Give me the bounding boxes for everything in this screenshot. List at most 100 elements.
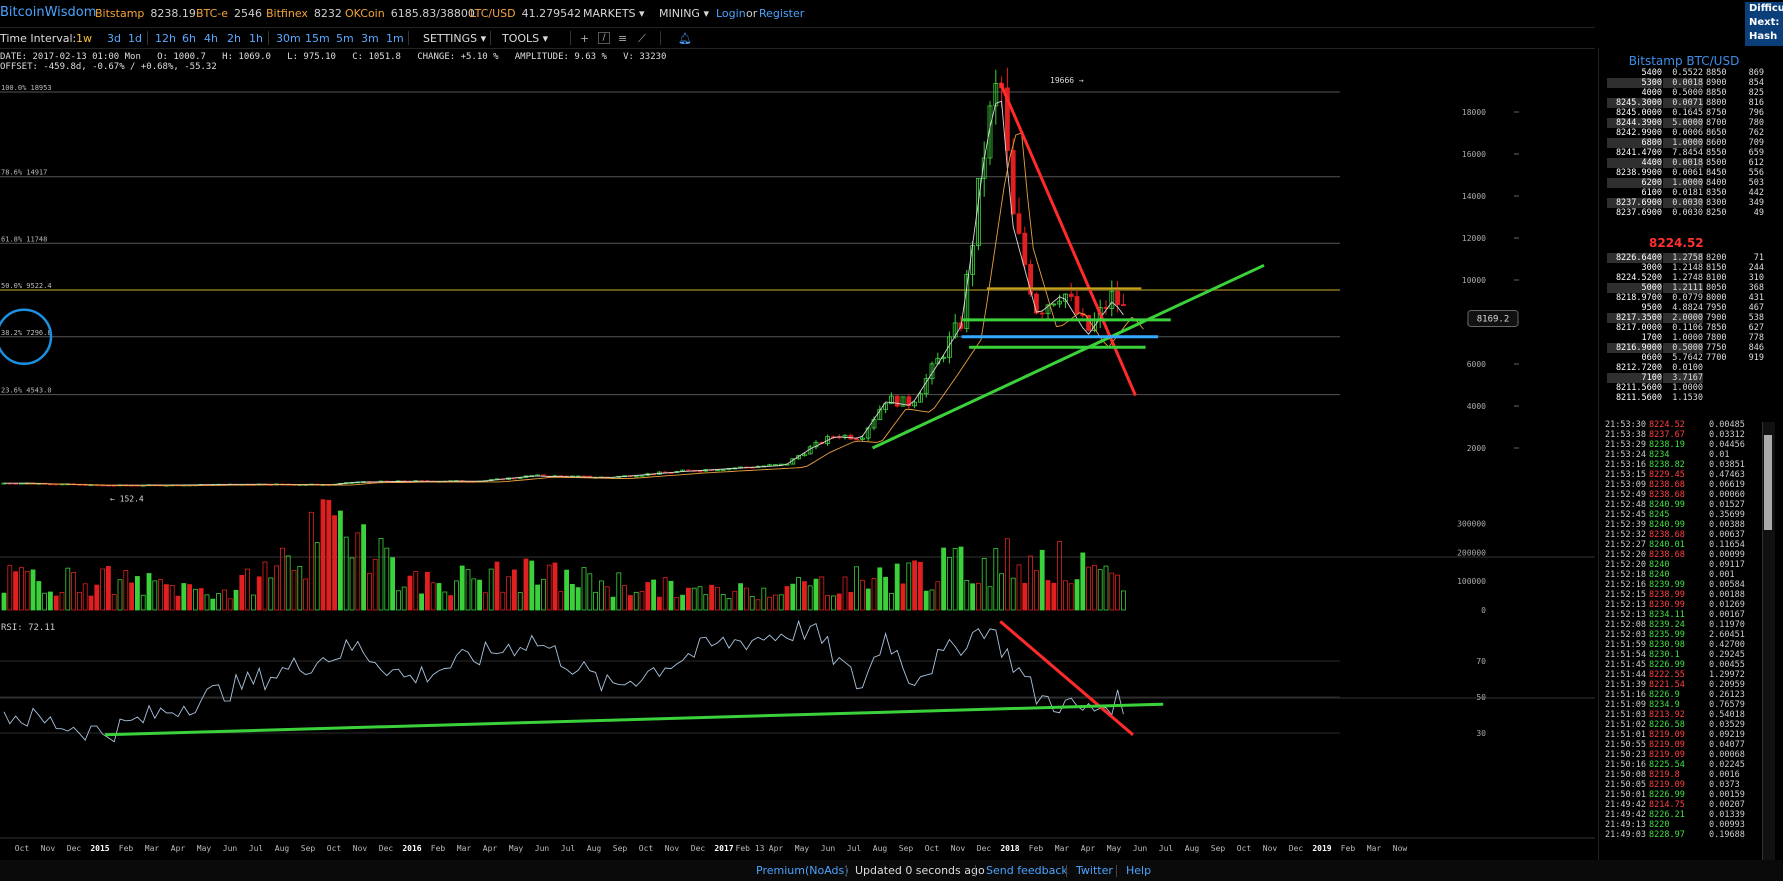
orderbook-amount: 0.1106 bbox=[1672, 323, 1703, 333]
trade-row: 21:53:15 8229.45 0.47463 bbox=[1599, 470, 1759, 480]
x-axis-label: Sep bbox=[899, 844, 914, 853]
trade-row: 21:52:32 8238.68 0.00637 bbox=[1599, 530, 1759, 540]
trade-price: 8239.24 bbox=[1649, 620, 1685, 630]
orderbook-price: 5400 bbox=[1641, 68, 1662, 78]
trade-amount: 0.00207 bbox=[1709, 800, 1745, 810]
trade-time: 21:52:39 bbox=[1605, 520, 1646, 530]
volume-bar bbox=[36, 581, 42, 611]
volume-bar bbox=[210, 598, 216, 611]
depth-volume: 71 bbox=[1753, 253, 1764, 263]
twitter-link[interactable]: Twitter bbox=[1076, 864, 1113, 877]
interval-3d[interactable]: 3d bbox=[107, 32, 121, 45]
alert-bell-icon[interactable]: 🔔︎ bbox=[678, 32, 692, 45]
orderbook-amount: 1.0000 bbox=[1672, 383, 1703, 393]
premium-link[interactable]: Premium(NoAds) bbox=[756, 864, 849, 877]
difficulty-widget[interactable]: Difficu Next: Hash R bbox=[1745, 2, 1783, 46]
volume-bar bbox=[848, 591, 854, 611]
ticker-ltcusd[interactable]: LTC/USD 41.279542 bbox=[470, 7, 582, 20]
volume-bar bbox=[813, 578, 819, 611]
trade-price: 8245 bbox=[1649, 510, 1670, 520]
settings-menu[interactable]: SETTINGS ▾ bbox=[423, 32, 487, 45]
depth-volume: 467 bbox=[1748, 303, 1764, 313]
volume-bar bbox=[1057, 540, 1062, 611]
x-axis-label: Jun bbox=[223, 844, 238, 853]
volume-bar bbox=[570, 583, 575, 611]
x-axis-label: Jun bbox=[535, 844, 550, 853]
trade-row: 21:52:48 8240.99 0.01527 bbox=[1599, 500, 1759, 510]
interval-4h[interactable]: 4h bbox=[204, 32, 218, 45]
depth-price: 8650 bbox=[1706, 128, 1727, 138]
trade-amount: 0.47463 bbox=[1709, 470, 1745, 480]
orderbook-row: 8218.9700 0.0779 8000 431 bbox=[1599, 293, 1769, 303]
volume-bar bbox=[575, 587, 581, 611]
tools-menu[interactable]: TOOLS ▾ bbox=[502, 32, 549, 45]
trade-price: 8226.99 bbox=[1649, 790, 1685, 800]
line-tool-icon[interactable]: / bbox=[598, 32, 610, 44]
trade-row: 21:50:05 8219.09 0.0373 bbox=[1599, 780, 1759, 790]
login-link[interactable]: Login bbox=[716, 7, 746, 20]
interval-1d[interactable]: 1d bbox=[128, 32, 142, 45]
interval-12h[interactable]: 12h bbox=[155, 32, 176, 45]
parallel-lines-tool-icon[interactable]: ≡ bbox=[618, 32, 628, 45]
orderbook-price: 8218.9700 bbox=[1615, 293, 1662, 303]
candle-body bbox=[1045, 304, 1051, 314]
orderbook-price: 9500 bbox=[1641, 303, 1662, 313]
crosshair-tool-icon[interactable]: + bbox=[580, 32, 590, 45]
candle-body bbox=[854, 438, 859, 441]
high-label: 19666 → bbox=[1050, 76, 1084, 85]
trade-price: 8238.19 bbox=[1649, 440, 1685, 450]
trade-amount: 2.60451 bbox=[1709, 630, 1745, 640]
orderbook-price: 8224.5200 bbox=[1615, 273, 1662, 283]
depth-volume: 846 bbox=[1748, 343, 1764, 353]
volume-bar bbox=[1121, 590, 1126, 611]
trade-row: 21:50:23 8219.09 0.00068 bbox=[1599, 750, 1759, 760]
mining-menu[interactable]: MINING ▾ bbox=[659, 7, 709, 20]
volume-bar bbox=[715, 586, 720, 611]
interval-6h[interactable]: 6h bbox=[182, 32, 196, 45]
brand-logo[interactable]: BitcoinWisdom bbox=[0, 5, 97, 20]
volume-bar bbox=[129, 582, 135, 611]
markets-menu[interactable]: MARKETS ▾ bbox=[583, 7, 645, 20]
send-feedback-link[interactable]: Send feedback bbox=[986, 864, 1068, 877]
candle-body bbox=[1063, 293, 1068, 302]
volume-bar bbox=[1080, 552, 1086, 611]
trade-row: 21:53:30 8224.52 0.00485 bbox=[1599, 420, 1759, 430]
volume-bar bbox=[599, 580, 604, 611]
candle-body bbox=[1074, 296, 1080, 315]
interval-3m[interactable]: 3m bbox=[361, 32, 379, 45]
interval-1w[interactable]: 1w bbox=[76, 32, 92, 45]
trade-amount: 0.00068 bbox=[1709, 750, 1745, 760]
orderbook-price: 6800 bbox=[1607, 138, 1662, 148]
volume-bar bbox=[773, 594, 778, 611]
interval-30m[interactable]: 30m bbox=[276, 32, 301, 45]
ticker-okcoin[interactable]: OKCoin 6185.83/38800 bbox=[345, 7, 475, 20]
volume-bar bbox=[1074, 579, 1080, 611]
volume-bar bbox=[564, 569, 569, 611]
ticker-bitstamp[interactable]: Bitstamp 8238.19 bbox=[95, 7, 196, 20]
interval-2h[interactable]: 2h bbox=[227, 32, 241, 45]
trade-time: 21:53:15 bbox=[1605, 470, 1646, 480]
current-price-label: 8169.2 bbox=[1477, 314, 1510, 324]
scrollbar-thumb[interactable] bbox=[1764, 435, 1772, 530]
rsi-tick-label: 70 bbox=[1476, 657, 1486, 666]
interval-1h[interactable]: 1h bbox=[249, 32, 263, 45]
ticker-bitfinex[interactable]: Bitfinex 8232 bbox=[266, 7, 342, 20]
register-link[interactable]: Register bbox=[759, 7, 805, 20]
ticker-btce[interactable]: BTC-e 2546 bbox=[196, 7, 263, 20]
trade-row: 21:52:03 8235.99 2.60451 bbox=[1599, 630, 1759, 640]
volume-bar bbox=[912, 560, 917, 611]
price-chart[interactable]: 100.0% 18953 78.6% 14917 61.8% 11748 50.0% … bbox=[0, 48, 1596, 860]
volume-bar bbox=[535, 584, 540, 611]
trades-scrollbar[interactable] bbox=[1762, 422, 1775, 860]
interval-15m[interactable]: 15m bbox=[305, 32, 330, 45]
interval-5m[interactable]: 5m bbox=[336, 32, 354, 45]
trade-row: 21:52:16 8239.99 0.00584 bbox=[1599, 580, 1759, 590]
fib-tool-icon[interactable]: ⟋ bbox=[638, 32, 646, 45]
interval-toolbar: Time Interval: 1w 3d 1d 12h 6h 4h 2h 1h … bbox=[0, 27, 1595, 49]
orderbook-row: 5000 1.2111 8050 368 bbox=[1599, 283, 1769, 293]
trade-time: 21:51:54 bbox=[1605, 650, 1646, 660]
interval-1m[interactable]: 1m bbox=[386, 32, 404, 45]
volume-bar bbox=[459, 565, 465, 611]
price-tick-label: 14000 bbox=[1462, 192, 1486, 201]
help-link[interactable]: Help bbox=[1126, 864, 1152, 877]
